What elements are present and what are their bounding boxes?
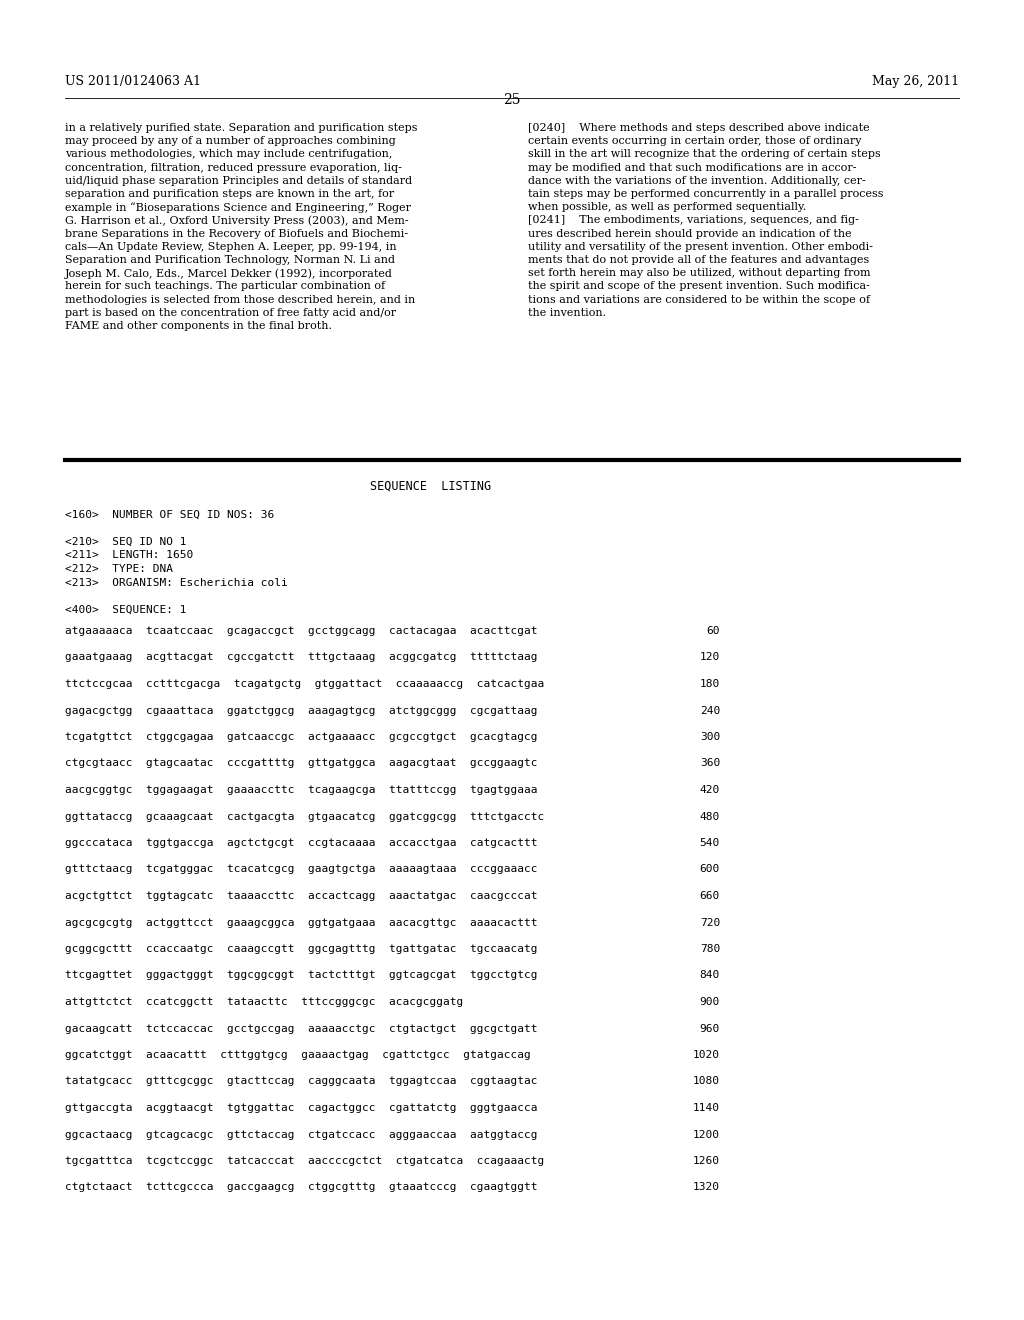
Text: SEQUENCE  LISTING: SEQUENCE LISTING <box>370 480 492 492</box>
Text: tain steps may be performed concurrently in a parallel process: tain steps may be performed concurrently… <box>528 189 884 199</box>
Text: 420: 420 <box>699 785 720 795</box>
Text: separation and purification steps are known in the art, for: separation and purification steps are kn… <box>65 189 394 199</box>
Text: concentration, filtration, reduced pressure evaporation, liq-: concentration, filtration, reduced press… <box>65 162 401 173</box>
Text: <160>  NUMBER OF SEQ ID NOS: 36: <160> NUMBER OF SEQ ID NOS: 36 <box>65 510 274 520</box>
Text: 720: 720 <box>699 917 720 928</box>
Text: <400>  SEQUENCE: 1: <400> SEQUENCE: 1 <box>65 605 186 615</box>
Text: US 2011/0124063 A1: US 2011/0124063 A1 <box>65 75 201 88</box>
Text: Separation and Purification Technology, Norman N. Li and: Separation and Purification Technology, … <box>65 255 395 265</box>
Text: uid/liquid phase separation Principles and details of standard: uid/liquid phase separation Principles a… <box>65 176 412 186</box>
Text: Joseph M. Calo, Eds., Marcel Dekker (1992), incorporated: Joseph M. Calo, Eds., Marcel Dekker (199… <box>65 268 393 279</box>
Text: atgaaaaaca  tcaatccaac  gcagaccgct  gcctggcagg  cactacagaa  acacttcgat: atgaaaaaca tcaatccaac gcagaccgct gcctggc… <box>65 626 538 636</box>
Text: gttgaccgta  acggtaacgt  tgtggattac  cagactggcc  cgattatctg  gggtgaacca: gttgaccgta acggtaacgt tgtggattac cagactg… <box>65 1104 538 1113</box>
Text: 180: 180 <box>699 678 720 689</box>
Text: certain events occurring in certain order, those of ordinary: certain events occurring in certain orde… <box>528 136 861 147</box>
Text: 25: 25 <box>503 92 521 107</box>
Text: 480: 480 <box>699 812 720 821</box>
Text: part is based on the concentration of free fatty acid and/or: part is based on the concentration of fr… <box>65 308 396 318</box>
Text: when possible, as well as performed sequentially.: when possible, as well as performed sequ… <box>528 202 806 213</box>
Text: 1080: 1080 <box>693 1077 720 1086</box>
Text: ttctccgcaa  cctttcgacga  tcagatgctg  gtggattact  ccaaaaaccg  catcactgaa: ttctccgcaa cctttcgacga tcagatgctg gtggat… <box>65 678 544 689</box>
Text: tcgatgttct  ctggcgagaa  gatcaaccgc  actgaaaacc  gcgccgtgct  gcacgtagcg: tcgatgttct ctggcgagaa gatcaaccgc actgaaa… <box>65 733 538 742</box>
Text: in a relatively purified state. Separation and purification steps: in a relatively purified state. Separati… <box>65 123 418 133</box>
Text: gacaagcatt  tctccaccac  gcctgccgag  aaaaacctgc  ctgtactgct  ggcgctgatt: gacaagcatt tctccaccac gcctgccgag aaaaacc… <box>65 1023 538 1034</box>
Text: example in “Bioseparations Science and Engineering,” Roger: example in “Bioseparations Science and E… <box>65 202 411 213</box>
Text: skill in the art will recognize that the ordering of certain steps: skill in the art will recognize that the… <box>528 149 881 160</box>
Text: ctgcgtaacc  gtagcaatac  cccgattttg  gttgatggca  aagacgtaat  gccggaagtc: ctgcgtaacc gtagcaatac cccgattttg gttgatg… <box>65 759 538 768</box>
Text: the invention.: the invention. <box>528 308 606 318</box>
Text: ggcccataca  tggtgaccga  agctctgcgt  ccgtacaaaa  accacctgaa  catgcacttt: ggcccataca tggtgaccga agctctgcgt ccgtaca… <box>65 838 538 847</box>
Text: methodologies is selected from those described herein, and in: methodologies is selected from those des… <box>65 294 416 305</box>
Text: acgctgttct  tggtagcatc  taaaaccttc  accactcagg  aaactatgac  caacgcccat: acgctgttct tggtagcatc taaaaccttc accactc… <box>65 891 538 902</box>
Text: <211>  LENGTH: 1650: <211> LENGTH: 1650 <box>65 550 194 561</box>
Text: 780: 780 <box>699 944 720 954</box>
Text: G. Harrison et al., Oxford University Press (2003), and Mem-: G. Harrison et al., Oxford University Pr… <box>65 215 409 226</box>
Text: ggttataccg  gcaaagcaat  cactgacgta  gtgaacatcg  ggatcggcgg  tttctgacctc: ggttataccg gcaaagcaat cactgacgta gtgaaca… <box>65 812 544 821</box>
Text: 1020: 1020 <box>693 1049 720 1060</box>
Text: cals—An Update Review, Stephen A. Leeper, pp. 99-194, in: cals—An Update Review, Stephen A. Leeper… <box>65 242 396 252</box>
Text: agcgcgcgtg  actggttcct  gaaagcggca  ggtgatgaaa  aacacgttgc  aaaacacttt: agcgcgcgtg actggttcct gaaagcggca ggtgatg… <box>65 917 538 928</box>
Text: 120: 120 <box>699 652 720 663</box>
Text: <210>  SEQ ID NO 1: <210> SEQ ID NO 1 <box>65 537 186 546</box>
Text: tions and variations are considered to be within the scope of: tions and variations are considered to b… <box>528 294 870 305</box>
Text: 900: 900 <box>699 997 720 1007</box>
Text: 1260: 1260 <box>693 1156 720 1166</box>
Text: 600: 600 <box>699 865 720 874</box>
Text: 840: 840 <box>699 970 720 981</box>
Text: attgttctct  ccatcggctt  tataacttc  tttccgggcgc  acacgcggatg: attgttctct ccatcggctt tataacttc tttccggg… <box>65 997 463 1007</box>
Text: ments that do not provide all of the features and advantages: ments that do not provide all of the fea… <box>528 255 869 265</box>
Text: aacgcggtgc  tggagaagat  gaaaaccttc  tcagaagcga  ttatttccgg  tgagtggaaa: aacgcggtgc tggagaagat gaaaaccttc tcagaag… <box>65 785 538 795</box>
Text: dance with the variations of the invention. Additionally, cer-: dance with the variations of the inventi… <box>528 176 865 186</box>
Text: <213>  ORGANISM: Escherichia coli: <213> ORGANISM: Escherichia coli <box>65 578 288 587</box>
Text: 1320: 1320 <box>693 1183 720 1192</box>
Text: FAME and other components in the final broth.: FAME and other components in the final b… <box>65 321 332 331</box>
Text: various methodologies, which may include centrifugation,: various methodologies, which may include… <box>65 149 392 160</box>
Text: 960: 960 <box>699 1023 720 1034</box>
Text: set forth herein may also be utilized, without departing from: set forth herein may also be utilized, w… <box>528 268 870 279</box>
Text: ctgtctaact  tcttcgccca  gaccgaagcg  ctggcgtttg  gtaaatcccg  cgaagtggtt: ctgtctaact tcttcgccca gaccgaagcg ctggcgt… <box>65 1183 538 1192</box>
Text: 300: 300 <box>699 733 720 742</box>
Text: tgcgatttca  tcgctccggc  tatcacccat  aaccccgctct  ctgatcatca  ccagaaactg: tgcgatttca tcgctccggc tatcacccat aaccccg… <box>65 1156 544 1166</box>
Text: gtttctaacg  tcgatgggac  tcacatcgcg  gaagtgctga  aaaaagtaaa  cccggaaacc: gtttctaacg tcgatgggac tcacatcgcg gaagtgc… <box>65 865 538 874</box>
Text: the spirit and scope of the present invention. Such modifica-: the spirit and scope of the present inve… <box>528 281 869 292</box>
Text: ures described herein should provide an indication of the: ures described herein should provide an … <box>528 228 852 239</box>
Text: 360: 360 <box>699 759 720 768</box>
Text: herein for such teachings. The particular combination of: herein for such teachings. The particula… <box>65 281 385 292</box>
Text: may be modified and that such modifications are in accor-: may be modified and that such modificati… <box>528 162 856 173</box>
Text: ggcatctggt  acaacattt  ctttggtgcg  gaaaactgag  cgattctgcc  gtatgaccag: ggcatctggt acaacattt ctttggtgcg gaaaactg… <box>65 1049 530 1060</box>
Text: May 26, 2011: May 26, 2011 <box>871 75 959 88</box>
Text: 1200: 1200 <box>693 1130 720 1139</box>
Text: 240: 240 <box>699 705 720 715</box>
Text: 540: 540 <box>699 838 720 847</box>
Text: [0241]    The embodiments, variations, sequences, and fig-: [0241] The embodiments, variations, sequ… <box>528 215 859 226</box>
Text: 1140: 1140 <box>693 1104 720 1113</box>
Text: tatatgcacc  gtttcgcggc  gtacttccag  cagggcaata  tggagtccaa  cggtaagtac: tatatgcacc gtttcgcggc gtacttccag cagggca… <box>65 1077 538 1086</box>
Text: gagacgctgg  cgaaattaca  ggatctggcg  aaagagtgcg  atctggcggg  cgcgattaag: gagacgctgg cgaaattaca ggatctggcg aaagagt… <box>65 705 538 715</box>
Text: may proceed by any of a number of approaches combining: may proceed by any of a number of approa… <box>65 136 395 147</box>
Text: ttcgagttet  gggactgggt  tggcggcggt  tactctttgt  ggtcagcgat  tggcctgtcg: ttcgagttet gggactgggt tggcggcggt tactctt… <box>65 970 538 981</box>
Text: ggcactaacg  gtcagcacgc  gttctaccag  ctgatccacc  agggaaccaa  aatggtaccg: ggcactaacg gtcagcacgc gttctaccag ctgatcc… <box>65 1130 538 1139</box>
Text: <212>  TYPE: DNA: <212> TYPE: DNA <box>65 564 173 574</box>
Text: [0240]    Where methods and steps described above indicate: [0240] Where methods and steps described… <box>528 123 869 133</box>
Text: brane Separations in the Recovery of Biofuels and Biochemi-: brane Separations in the Recovery of Bio… <box>65 228 409 239</box>
Text: 60: 60 <box>707 626 720 636</box>
Text: gaaatgaaag  acgttacgat  cgccgatctt  tttgctaaag  acggcgatcg  tttttctaag: gaaatgaaag acgttacgat cgccgatctt tttgcta… <box>65 652 538 663</box>
Text: utility and versatility of the present invention. Other embodi-: utility and versatility of the present i… <box>528 242 873 252</box>
Text: 660: 660 <box>699 891 720 902</box>
Text: gcggcgcttt  ccaccaatgc  caaagccgtt  ggcgagtttg  tgattgatac  tgccaacatg: gcggcgcttt ccaccaatgc caaagccgtt ggcgagt… <box>65 944 538 954</box>
